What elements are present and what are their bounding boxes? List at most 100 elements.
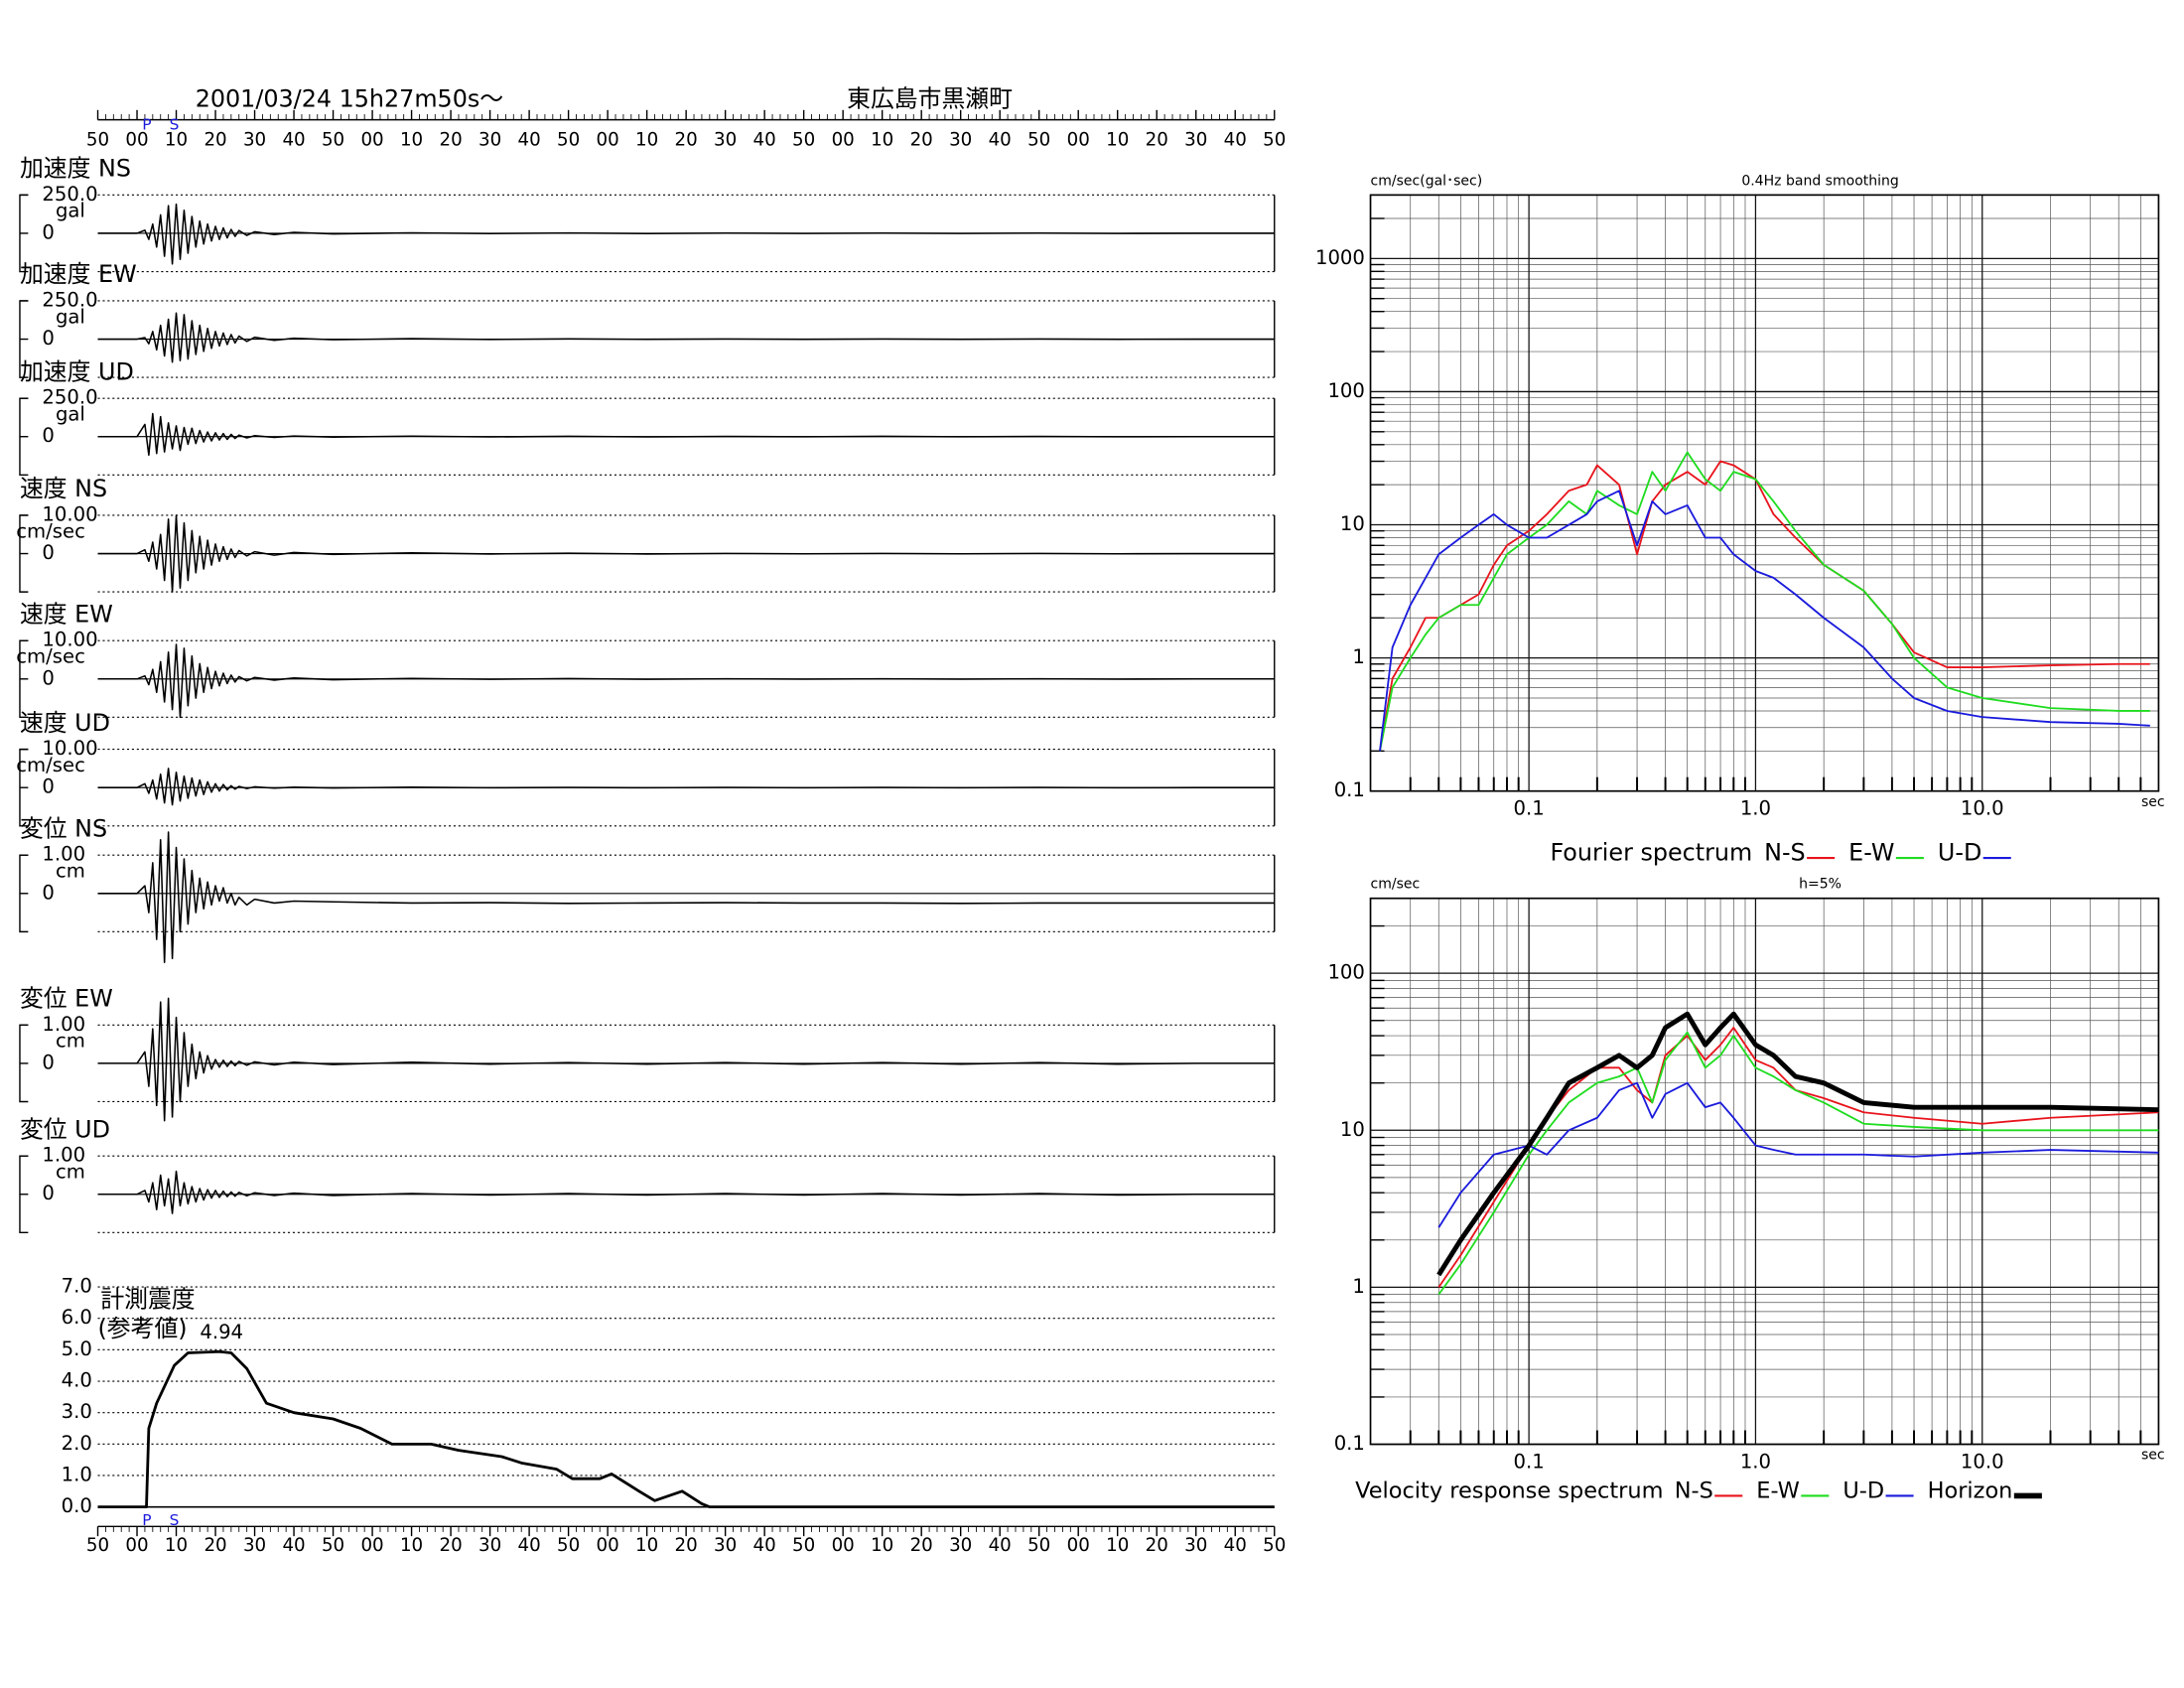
unit-label: cm [56,860,85,883]
note: h=5% [1799,877,1842,893]
panel-label: 加速度 EW [20,260,137,288]
x-tick-label: 1.0 [1740,796,1771,819]
waveform [97,1170,1275,1214]
unit-label: gal [56,200,85,222]
waveform [97,412,1275,457]
datetime: 2001/03/24 15h27m50s〜 [196,84,503,112]
x-tick-label: 10 [400,130,423,151]
y-tick-label: 0 [42,775,55,798]
waveform [97,831,1275,963]
y-tick-label: 100 [1327,379,1364,402]
plot-frame [1369,897,2160,1446]
y-tick-label: 10.00 [42,502,97,525]
phase-label: S [170,1511,180,1529]
x-tick-label: 00 [832,1535,855,1556]
panel-label: 加速度 UD [20,357,134,385]
phase-label: P [142,1511,151,1529]
y-tick-label: 10.00 [42,629,97,651]
legend-label: E-W [1756,1478,1800,1504]
y-tick-label: 0.1 [1334,1432,1365,1455]
unit-label: cm [56,1030,85,1053]
y-tick-label: 250.0 [42,288,97,311]
y-tick-label: 0 [42,881,55,904]
x-tick-label: 00 [125,1535,148,1556]
x-tick-label: 00 [360,130,383,151]
x-tick-label: 10 [635,130,658,151]
x-tick-label: 50 [557,1535,580,1556]
panel-label: 変位 NS [20,814,107,842]
x-tick-label: 20 [439,130,462,151]
spectrum-line [1379,490,2150,752]
waveform [97,997,1275,1122]
y-tick-label: 1 [1352,1275,1364,1298]
x-tick-label: 00 [360,1535,383,1556]
unit-label: gal [56,402,85,425]
x-tick-label: 40 [518,1535,541,1556]
x-tick-label: 10.0 [1961,1450,2004,1473]
x-tick-label: 30 [1184,130,1207,151]
legend-label: N-S [1675,1478,1713,1504]
x-tick-label: 30 [949,1535,972,1556]
y-tick-label: 0.0 [62,1494,92,1517]
x-tick-label: 20 [204,130,226,151]
x-tick-label: 20 [675,130,698,151]
intensity-subtitle: (参考値) [98,1315,188,1342]
x-tick-label: 00 [832,130,855,151]
phase-label: S [170,116,180,134]
spectrum-line [1379,460,2150,752]
x-tick-label: 20 [675,1535,698,1556]
x-tick-label: 20 [1146,1535,1168,1556]
y-tick-label: 0 [42,327,55,350]
location: 東広島市黒瀬町 [847,84,1013,112]
y-unit: cm/sec [1371,877,1421,893]
x-tick-label: 40 [753,1535,776,1556]
y-tick-label: 0 [42,1051,55,1073]
waveform [97,203,1275,265]
x-tick-label: 40 [282,130,305,151]
y-tick-label: 6.0 [62,1306,92,1329]
x-tick-label: 30 [243,1535,266,1556]
panel-label: 速度 EW [20,600,113,628]
plot-frame [1369,194,2160,792]
y-tick-label: 0 [42,1182,55,1204]
x-tick-label: 00 [1067,1535,1090,1556]
spectrum-line [1379,451,2150,752]
x-tick-label: 50 [86,1535,109,1556]
x-tick-label: 40 [989,130,1012,151]
legend-label: E-W [1848,838,1894,866]
y-unit: cm/sec(gal･sec) [1371,173,1483,189]
x-tick-label: 20 [439,1535,462,1556]
unit-label: cm/sec [16,645,85,668]
x-tick-label: 30 [714,130,737,151]
unit-label: cm/sec [16,519,85,542]
x-tick-label: 50 [792,1535,815,1556]
x-tick-label: 20 [1146,130,1168,151]
waveform [97,643,1275,719]
legend-title: Velocity response spectrum [1355,1478,1663,1504]
legend-title: Fourier spectrum [1550,838,1752,866]
x-tick-label: 20 [910,1535,933,1556]
x-tick-label: 50 [1263,130,1286,151]
x-tick-label: 50 [1027,130,1050,151]
y-tick-label: 100 [1327,961,1364,984]
x-tick-label: 10 [635,1535,658,1556]
x-tick-label: 00 [597,130,619,151]
y-tick-label: 1.0 [62,1463,92,1485]
unit-label: cm/sec [16,754,85,776]
peak-label: 4.94 [200,1321,243,1343]
y-tick-label: 10 [1340,1118,1365,1141]
x-tick-label: 00 [1067,130,1090,151]
y-tick-label: 10 [1340,512,1365,535]
waveform [97,768,1275,806]
panel-label: 速度 NS [20,475,107,502]
x-tick-label: 20 [204,1535,226,1556]
x-tick-label: 1.0 [1740,1450,1771,1473]
legend-label: Horizon [1928,1478,2013,1504]
x-tick-label: 30 [478,1535,501,1556]
phase-label: P [142,116,151,134]
x-tick-label: 30 [478,130,501,151]
spectrum-line [1437,1031,2159,1296]
x-tick-label: 10.0 [1961,796,2004,819]
intensity-title: 計測震度 [100,1286,195,1314]
